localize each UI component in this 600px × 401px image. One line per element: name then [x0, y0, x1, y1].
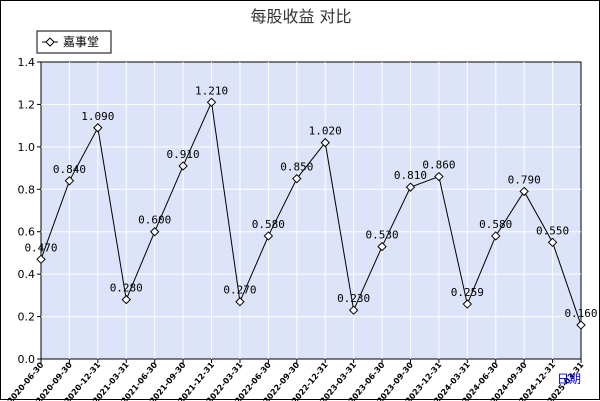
legend-diamond-marker	[45, 37, 55, 47]
data-label: 0.270	[223, 284, 256, 297]
data-point-marker	[405, 182, 416, 192]
data-point-marker	[93, 123, 103, 133]
data-point-marker	[263, 231, 274, 241]
data-label: 0.550	[536, 224, 569, 237]
data-label: 0.810	[394, 169, 427, 182]
data-point-marker	[235, 297, 245, 307]
data-point-marker	[348, 305, 359, 315]
data-point-marker	[36, 254, 46, 265]
y-tick-label: 0.2	[18, 311, 36, 324]
x-axis-ticks: 2020-06-302020-09-302020-12-312021-03-31…	[6, 359, 586, 401]
data-label: 0.580	[479, 218, 512, 231]
y-tick-label: 0.6	[18, 226, 36, 239]
data-label: 0.850	[280, 161, 313, 174]
series-line	[40, 100, 582, 326]
data-point-marker	[292, 173, 302, 184]
data-label: 1.090	[81, 110, 114, 123]
y-tick-label: 1.0	[18, 141, 36, 154]
data-point-marker	[434, 171, 444, 182]
data-point-marker	[491, 231, 501, 241]
legend-entry: 嘉事堂	[63, 35, 99, 49]
data-label: 0.790	[508, 173, 541, 186]
data-labels: 0.470 0.840 1.090 0.280 0.600 0.910 1.210 0.270…	[24, 84, 597, 320]
data-label: 0.600	[138, 214, 171, 227]
data-point-marker	[320, 137, 330, 148]
grid-lines	[41, 62, 581, 359]
data-point-marker	[121, 294, 131, 305]
data-label: 0.910	[167, 148, 200, 161]
legend-box	[36, 30, 112, 54]
data-label: 0.470	[24, 241, 57, 254]
y-tick-label: 1.4	[18, 56, 36, 69]
data-point-marker	[149, 227, 160, 237]
data-label: 0.259	[451, 286, 484, 299]
data-label: 0.160	[564, 307, 597, 320]
data-point-marker	[377, 241, 387, 252]
data-point-marker	[519, 186, 529, 197]
data-label: 0.840	[53, 163, 86, 176]
data-label: 1.210	[195, 84, 228, 97]
y-tick-label: 0.8	[18, 183, 36, 196]
data-label: 1.020	[309, 125, 342, 138]
chart-title: 每股收益 对比	[250, 7, 351, 26]
data-label: 0.860	[422, 159, 455, 172]
data-point-marker	[462, 299, 473, 309]
data-point-marker	[547, 237, 558, 248]
plot-area	[40, 61, 582, 360]
y-axis-ticks: 0.0 0.2 0.4 0.6 0.8 1.0 1.2 1.4	[18, 56, 41, 366]
data-label: 0.230	[337, 292, 370, 305]
data-label: 0.530	[365, 229, 398, 242]
data-point-marker	[576, 320, 586, 330]
x-axis-corner-label: 日期	[557, 372, 581, 386]
data-label: 0.580	[252, 218, 285, 231]
y-tick-label: 1.2	[18, 98, 36, 111]
data-point-marker	[64, 176, 75, 186]
data-point-marker	[178, 161, 188, 171]
data-label: 0.280	[110, 282, 143, 295]
y-tick-label: 0.4	[18, 268, 36, 281]
y-tick-label: 0.0	[18, 353, 36, 366]
legend: 嘉事堂	[36, 30, 112, 54]
series-line-group	[40, 100, 582, 326]
data-point-marker	[206, 97, 217, 108]
data-points	[36, 97, 586, 330]
